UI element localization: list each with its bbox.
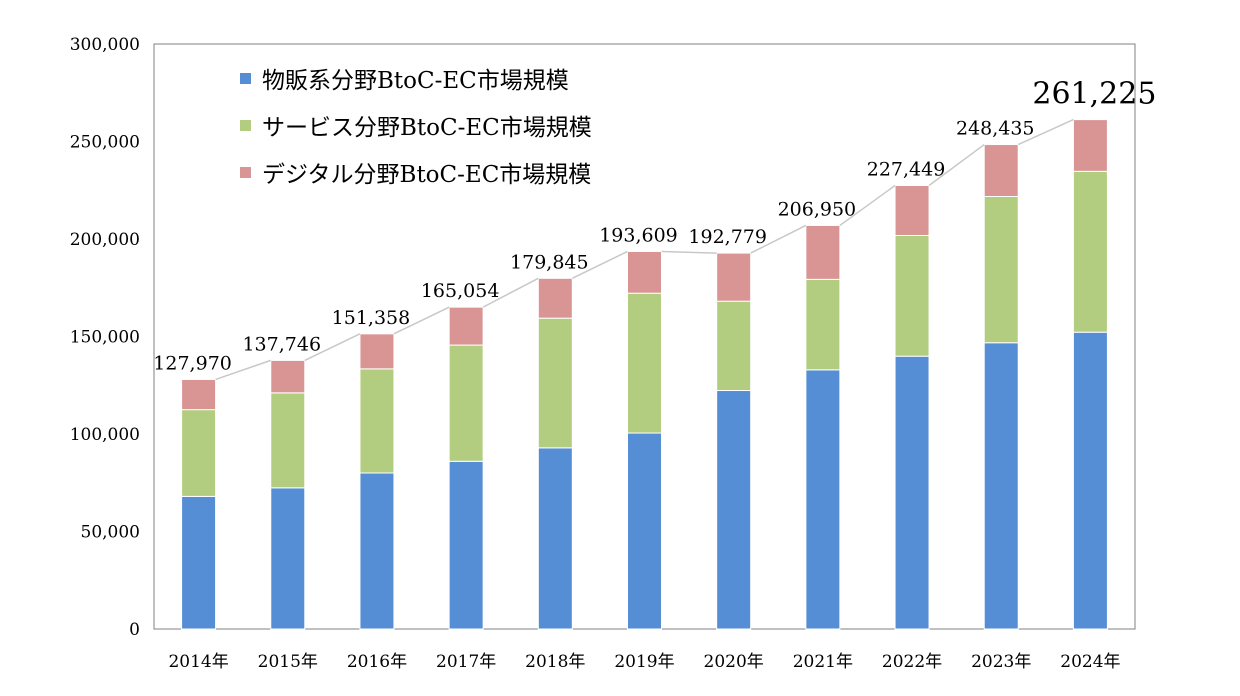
bar-segment-digital [448, 306, 484, 346]
y-tick-label: 100,000 [70, 425, 140, 445]
x-tick-label: 2023年 [971, 652, 1031, 672]
bar-segment-digital [270, 359, 306, 394]
bar-segment-goods [448, 460, 484, 630]
x-tick-label: 2018年 [525, 652, 585, 672]
bar-segment-services [1072, 170, 1108, 333]
bar-segment-digital [537, 277, 573, 319]
bar-segment-services [983, 195, 1019, 344]
y-tick-label: 150,000 [70, 328, 140, 348]
bar-segment-digital [716, 252, 752, 302]
bar-segment-goods [270, 487, 306, 630]
x-tick-label: 2014年 [168, 652, 228, 672]
bar-segment-digital [894, 184, 930, 236]
total-label: 193,609 [599, 224, 678, 246]
bar-segment-digital [805, 224, 841, 280]
y-tick-label: 250,000 [70, 133, 140, 153]
bar-segment-digital [983, 144, 1019, 197]
bar-segment-digital [181, 378, 217, 411]
bar-segment-goods [805, 369, 841, 630]
bar-segment-services [359, 368, 395, 474]
y-tick-label: 300,000 [70, 35, 140, 55]
total-trend-line [215, 118, 1074, 381]
total-label: 192,779 [688, 226, 767, 248]
bar-segment-goods [983, 342, 1019, 630]
bar-segment-services [894, 234, 930, 357]
y-tick-label: 50,000 [81, 523, 140, 543]
bar-segment-services [627, 292, 662, 434]
total-label: 261,225 [1032, 77, 1156, 112]
x-tick-label: 2021年 [793, 652, 853, 672]
total-label: 127,970 [153, 352, 232, 374]
legend-label-services: サービス分野BtoC-EC市場規模 [262, 115, 592, 141]
bar-segment-services [716, 300, 752, 392]
bar-segment-services [270, 392, 306, 489]
bar-segment-goods [894, 355, 930, 630]
bar-segment-digital [359, 333, 395, 370]
x-tick-label: 2020年 [704, 652, 764, 672]
bar-segment-goods [1072, 331, 1108, 630]
total-label: 248,435 [956, 118, 1035, 140]
total-label: 137,746 [242, 333, 321, 355]
total-label: 179,845 [510, 251, 589, 273]
total-label: 206,950 [778, 198, 857, 220]
legend-label-digital: デジタル分野BtoC-EC市場規模 [262, 162, 591, 188]
legend-label-goods: 物販系分野BtoC-EC市場規模 [262, 68, 569, 94]
y-tick-label: 200,000 [70, 230, 140, 250]
bar-segment-goods [537, 447, 573, 630]
x-tick-label: 2024年 [1060, 652, 1120, 672]
bar-segment-services [805, 278, 841, 371]
x-tick-label: 2017年 [436, 652, 496, 672]
y-tick-label: 0 [129, 620, 140, 640]
total-label: 165,054 [421, 280, 500, 302]
legend-swatch-digital [240, 167, 251, 178]
legend: 物販系分野BtoC-EC市場規模 サービス分野BtoC-EC市場規模 デジタル分… [240, 68, 592, 188]
x-tick-label: 2015年 [258, 652, 318, 672]
bar-segment-goods [716, 390, 752, 630]
total-label: 151,358 [332, 307, 411, 329]
bar-segment-services [537, 317, 573, 449]
bar-segment-goods [181, 495, 217, 630]
x-tick-label: 2022年 [882, 652, 942, 672]
x-tick-label: 2019年 [614, 652, 674, 672]
bar-segment-goods [627, 432, 662, 630]
legend-swatch-services [240, 120, 251, 131]
bar-segment-goods [359, 472, 395, 630]
total-label: 227,449 [867, 158, 946, 180]
bar-segment-digital [1072, 119, 1108, 172]
bar-segment-services [181, 409, 217, 497]
bar-segment-services [448, 344, 484, 462]
legend-swatch-goods [240, 73, 251, 84]
x-tick-label: 2016年 [347, 652, 407, 672]
bar-segment-digital [627, 250, 662, 294]
plot-area: 0 50,000 100,000 150,000 200,000 250,000 300,0… [70, 35, 1157, 672]
